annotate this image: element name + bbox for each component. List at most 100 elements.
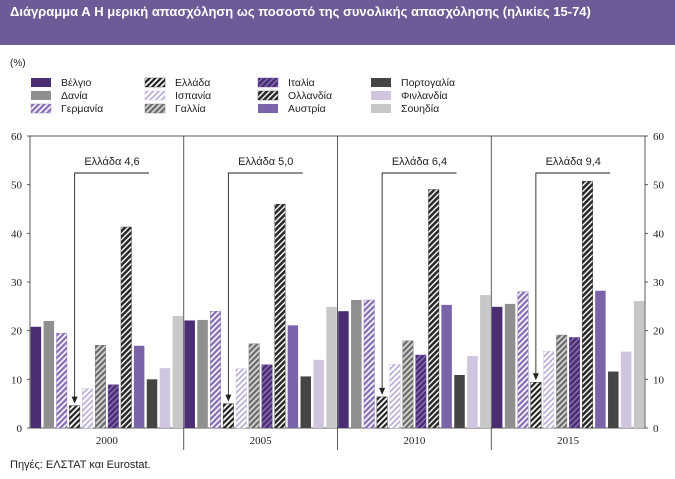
bar-Σουηδία — [326, 306, 337, 428]
legend-swatch-Αυστρία — [258, 104, 278, 113]
annotation-arrowhead — [225, 394, 232, 402]
annotation-arrowhead — [379, 387, 386, 395]
bar-Βέλγιο — [338, 311, 349, 428]
bar-Αυστρία — [287, 325, 299, 428]
bar-Δανία — [197, 319, 208, 428]
annotation-label: Ελλάδα 4,6 — [84, 156, 139, 168]
bar-Φινλανδία — [467, 355, 478, 428]
bar-Γαλλία — [556, 334, 568, 429]
legend-label-Βέλγιο: Βέλγιο — [61, 77, 92, 89]
legend-label-Ισπανία: Ισπανία — [175, 90, 211, 102]
bar-Ιταλία — [261, 364, 273, 429]
bar-Πορτογαλία — [608, 371, 619, 428]
y-tick-label-right: 30 — [653, 277, 665, 289]
legend-swatch-Ισπανία — [144, 90, 166, 101]
legend-label-Ιταλία: Ιταλία — [288, 77, 315, 89]
bar-Γαλλία — [402, 340, 414, 429]
legend-label-Αυστρία: Αυστρία — [288, 103, 326, 115]
x-category-label: 2010 — [403, 435, 426, 447]
y-tick-label-right: 20 — [653, 326, 665, 338]
bar-Γερμανία — [517, 291, 529, 429]
bar-Σουηδία — [633, 300, 645, 428]
y-tick-label-right: 0 — [653, 423, 659, 435]
bar-Ισπανία — [235, 368, 247, 429]
bar-Δανία — [504, 303, 516, 428]
bar-Αυστρία — [441, 304, 452, 428]
bar-Φινλανδία — [159, 368, 171, 428]
bar-Ελλάδα — [222, 403, 234, 429]
legend-swatch-Πορτογαλία — [371, 78, 391, 87]
legend-label-Σουηδία: Σουηδία — [401, 103, 439, 115]
unit-label: (%) — [10, 58, 26, 69]
legend-label-Πορτογαλία: Πορτογαλία — [401, 77, 455, 89]
legend-swatch-Ελλάδα — [144, 77, 166, 88]
annotation-label: Ελλάδα 5,0 — [238, 156, 293, 168]
legend-label-Ελλάδα: Ελλάδα — [175, 77, 210, 89]
bar-Ισπανία — [389, 364, 401, 429]
annotation-arrowhead — [71, 396, 78, 404]
annotation-box — [228, 151, 303, 173]
bar-Ελλάδα — [69, 405, 81, 429]
y-tick-label-right: 40 — [653, 228, 665, 240]
bar-Βέλγιο — [30, 326, 42, 428]
x-category-label: 2005 — [250, 435, 273, 447]
legend-swatch-Σουηδία — [371, 104, 391, 113]
chart-title: Διάγραμμα Α Η μερική απασχόληση ως ποσοσ… — [10, 4, 591, 19]
bar-Γερμανία — [210, 311, 221, 429]
legend-label-Φινλανδία: Φινλανδία — [401, 90, 448, 102]
legend-label-Γερμανία: Γερμανία — [61, 103, 103, 115]
bar-Σουηδία — [480, 295, 491, 428]
bar-Αυστρία — [595, 290, 606, 428]
bar-Ισπανία — [543, 350, 555, 429]
y-tick-label-right: 10 — [653, 374, 665, 386]
bar-Πορτογαλία — [454, 374, 465, 428]
annotation-label: Ελλάδα 6,4 — [392, 156, 447, 168]
bar-Φινλανδία — [313, 359, 324, 428]
bar-Γερμανία — [56, 332, 68, 429]
bar-Ιταλία — [415, 354, 427, 429]
x-category-label: 2000 — [96, 435, 119, 447]
annotation-line — [74, 172, 149, 400]
annotation-arrowhead — [532, 373, 539, 381]
bar-Δανία — [43, 320, 55, 428]
bar-Πορτογαλία — [300, 376, 312, 428]
title-bar: Διάγραμμα Α Η μερική απασχόληση ως ποσοσ… — [0, 0, 675, 45]
bar-Βέλγιο — [184, 320, 195, 428]
bar-Ολλανδία — [274, 203, 286, 429]
bar-Ισπανία — [82, 388, 93, 429]
bar-Ιταλία — [569, 337, 581, 429]
legend-swatch-Δανία — [31, 91, 51, 100]
bar-Πορτογαλία — [146, 379, 158, 428]
legend-swatch-Ολλανδία — [257, 90, 279, 101]
bar-Αυστρία — [133, 345, 145, 428]
bar-Ελλάδα — [530, 382, 542, 429]
bar-Γαλλία — [248, 343, 260, 429]
legend-label-Ολλανδία: Ολλανδία — [288, 90, 332, 102]
annotation-box — [75, 151, 149, 173]
legend-label-Δανία: Δανία — [61, 90, 88, 102]
legend-swatch-Φινλανδία — [371, 91, 391, 100]
legend-swatch-Γερμανία — [30, 103, 52, 114]
bar-Φινλανδία — [620, 351, 632, 428]
plot-area: 0 0 10 10 20 20 30 30 40 40 50 50 60 60 2000 2005 2010 20… — [11, 131, 665, 450]
y-tick-label-left: 0 — [17, 423, 23, 435]
bar-Ολλανδία — [582, 181, 593, 429]
bar-Ελλάδα — [376, 396, 388, 429]
y-tick-label-left: 50 — [11, 180, 23, 192]
y-tick-label-left: 10 — [11, 374, 23, 386]
y-tick-label-right: 60 — [653, 131, 665, 143]
legend-label-Γαλλία: Γαλλία — [175, 103, 206, 115]
annotation-box — [382, 151, 457, 173]
y-tick-label-left: 30 — [11, 277, 23, 289]
y-tick-label-left: 60 — [11, 131, 23, 143]
legend-swatch-Γαλλία — [144, 103, 166, 114]
annotation-line — [535, 172, 611, 377]
legend-swatch-Βέλγιο — [31, 78, 51, 87]
annotation-line — [227, 172, 303, 398]
bar-Ιταλία — [107, 384, 119, 429]
annotation-line — [381, 172, 457, 391]
x-category-label: 2015 — [557, 435, 580, 447]
y-tick-label-left: 40 — [11, 228, 23, 240]
